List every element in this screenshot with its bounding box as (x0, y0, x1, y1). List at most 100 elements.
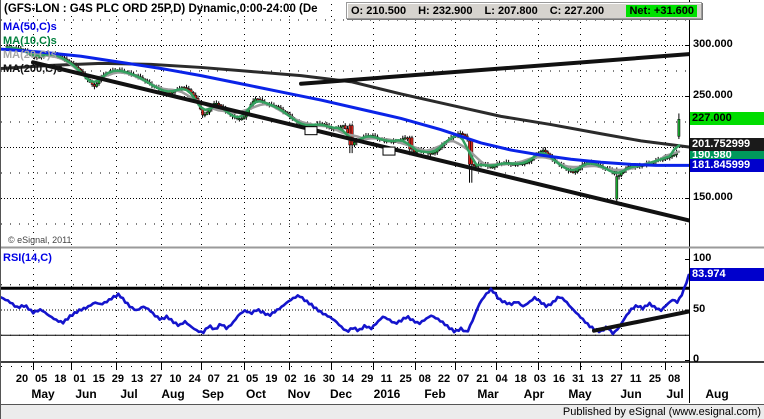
candle-body (238, 118, 241, 121)
ma-label: MA(20,C)s (3, 49, 57, 61)
x-axis-day-label: 08 (418, 373, 431, 385)
x-axis-month-label: May (568, 387, 592, 401)
x-axis-day-label: 11 (380, 373, 393, 385)
x-axis-day-label: 31 (572, 373, 585, 385)
candle-body (431, 152, 435, 155)
x-axis-month-label: Apr (523, 387, 545, 401)
x-axis-day-label: 27 (610, 373, 623, 385)
x-axis-month-label: Aug (161, 387, 185, 401)
candle-body (403, 137, 407, 140)
candle-body (215, 103, 218, 105)
quote-open: O: 210.500 (351, 4, 407, 17)
x-axis-day-label: 18 (54, 373, 67, 385)
candle-body (93, 84, 96, 87)
x-axis-day-label: 22 (437, 373, 451, 385)
x-axis-day-label: 29 (361, 373, 374, 385)
candle-body (346, 128, 349, 134)
ma50-line (1, 47, 689, 167)
candle-body (187, 88, 191, 91)
ma-label: MA(200,C)s (3, 63, 63, 75)
publisher-credit: Published by eSignal (www.esignal.com) (562, 406, 761, 418)
candle-body (242, 116, 246, 119)
x-axis-day-label: 14 (341, 373, 355, 385)
x-axis-day-label: 25 (399, 373, 412, 385)
candle-body (571, 171, 575, 173)
x-axis-day-label: 03 (533, 373, 546, 385)
x-axis-month-label: Jul (666, 387, 684, 401)
price-trendline[interactable] (31, 60, 689, 223)
x-axis-day-label: 10 (169, 373, 182, 385)
price-value-badge: 201.752999 (690, 138, 764, 152)
x-axis-day-label: 08 (667, 373, 681, 385)
x-axis-day-label: 16 (303, 373, 316, 385)
quote-close: C: 227.200 (549, 4, 605, 17)
price-trendline[interactable] (299, 52, 689, 86)
esignal-copyright: © eSignal, 2011 (8, 235, 72, 245)
trendline-handle[interactable] (382, 146, 396, 156)
x-axis-day-label: 11 (629, 373, 642, 385)
x-axis-month-label: Mar (477, 387, 499, 401)
candle-body (615, 176, 619, 200)
price-value-badge: 227.000 (690, 112, 764, 126)
x-axis-month-label: Jun (75, 387, 97, 401)
rsi-line (1, 273, 689, 336)
price-series-group (1, 43, 689, 223)
x-axis-day-label: 29 (111, 373, 125, 385)
x-axis-day-label: 13 (591, 373, 604, 385)
ma20-line (5, 46, 681, 172)
x-axis-month-label: Nov (287, 387, 311, 401)
rsi-axis-tick-label: 100 (693, 252, 712, 264)
quote-summary-box[interactable]: O: 210.500 H: 232.900 L: 207.800 C: 227.… (346, 2, 702, 19)
candle-body (343, 125, 347, 129)
candle-body (541, 149, 545, 152)
rsi-axis-tick-label: 50 (693, 302, 706, 315)
ma-label: MA(50,C)s (3, 21, 57, 33)
rsi-indicator-label: RSI(14,C) (3, 252, 52, 264)
x-axis-day-label: 05 (35, 373, 48, 385)
x-axis-day-label: 27 (150, 373, 163, 385)
x-axis-day-label: 24 (188, 373, 201, 385)
candle-body (256, 98, 260, 101)
x-axis-day-label: 04 (495, 373, 508, 385)
x-axis-month-label: May (31, 387, 55, 401)
rsi-trendline[interactable] (592, 309, 689, 333)
x-axis-day-label: 25 (648, 373, 662, 385)
x-axis-month-label: Jun (620, 387, 642, 401)
candle-body (463, 133, 467, 137)
candle-body (461, 133, 464, 135)
x-axis-day-label: 20 (15, 373, 29, 385)
candle-body (617, 175, 621, 177)
price-axis-tick-label: 300.000 (693, 38, 733, 50)
candle-body (341, 125, 345, 128)
candle-body (205, 111, 209, 115)
x-axis-day-label: 05 (246, 373, 259, 385)
candle-body (353, 142, 356, 146)
x-axis-day-label: 16 (552, 373, 566, 385)
x-axis-month-label: Feb (424, 387, 446, 401)
quote-net-change-badge: Net: +31.600 (626, 4, 697, 17)
x-axis-day-label: 02 (284, 373, 297, 385)
x-axis-day-label: 19 (265, 373, 278, 385)
candle-body (203, 114, 207, 116)
x-axis-day-label: 18 (514, 373, 527, 385)
rsi-series-group (1, 273, 689, 336)
price-axis-tick-label: 150.000 (693, 191, 733, 203)
x-axis-day-label: 21 (226, 373, 240, 385)
quote-low: L: 207.800 (484, 4, 538, 17)
rsi-value-badge: 83.974 (690, 268, 764, 282)
x-axis-month-label: Jul (120, 387, 138, 401)
x-axis-day-label: 15 (92, 373, 105, 385)
candle-body (544, 149, 547, 153)
status-bar: Published by eSignal (www.esignal.com) (1, 404, 764, 419)
chart-title: (GFS-LON : G4S PLC ORD 25P,D) Dynamic,0:… (4, 3, 318, 15)
price-value-badge: 181.845999 (690, 158, 764, 172)
x-axis-day-label: 21 (476, 373, 489, 385)
trendline-handle[interactable] (304, 126, 318, 136)
ma-label: MA(10,C)s (3, 35, 57, 47)
candle-body (410, 137, 414, 150)
candle-body (573, 171, 577, 174)
x-axis-month-label: Dec (329, 387, 352, 401)
ma10-line (5, 46, 681, 174)
